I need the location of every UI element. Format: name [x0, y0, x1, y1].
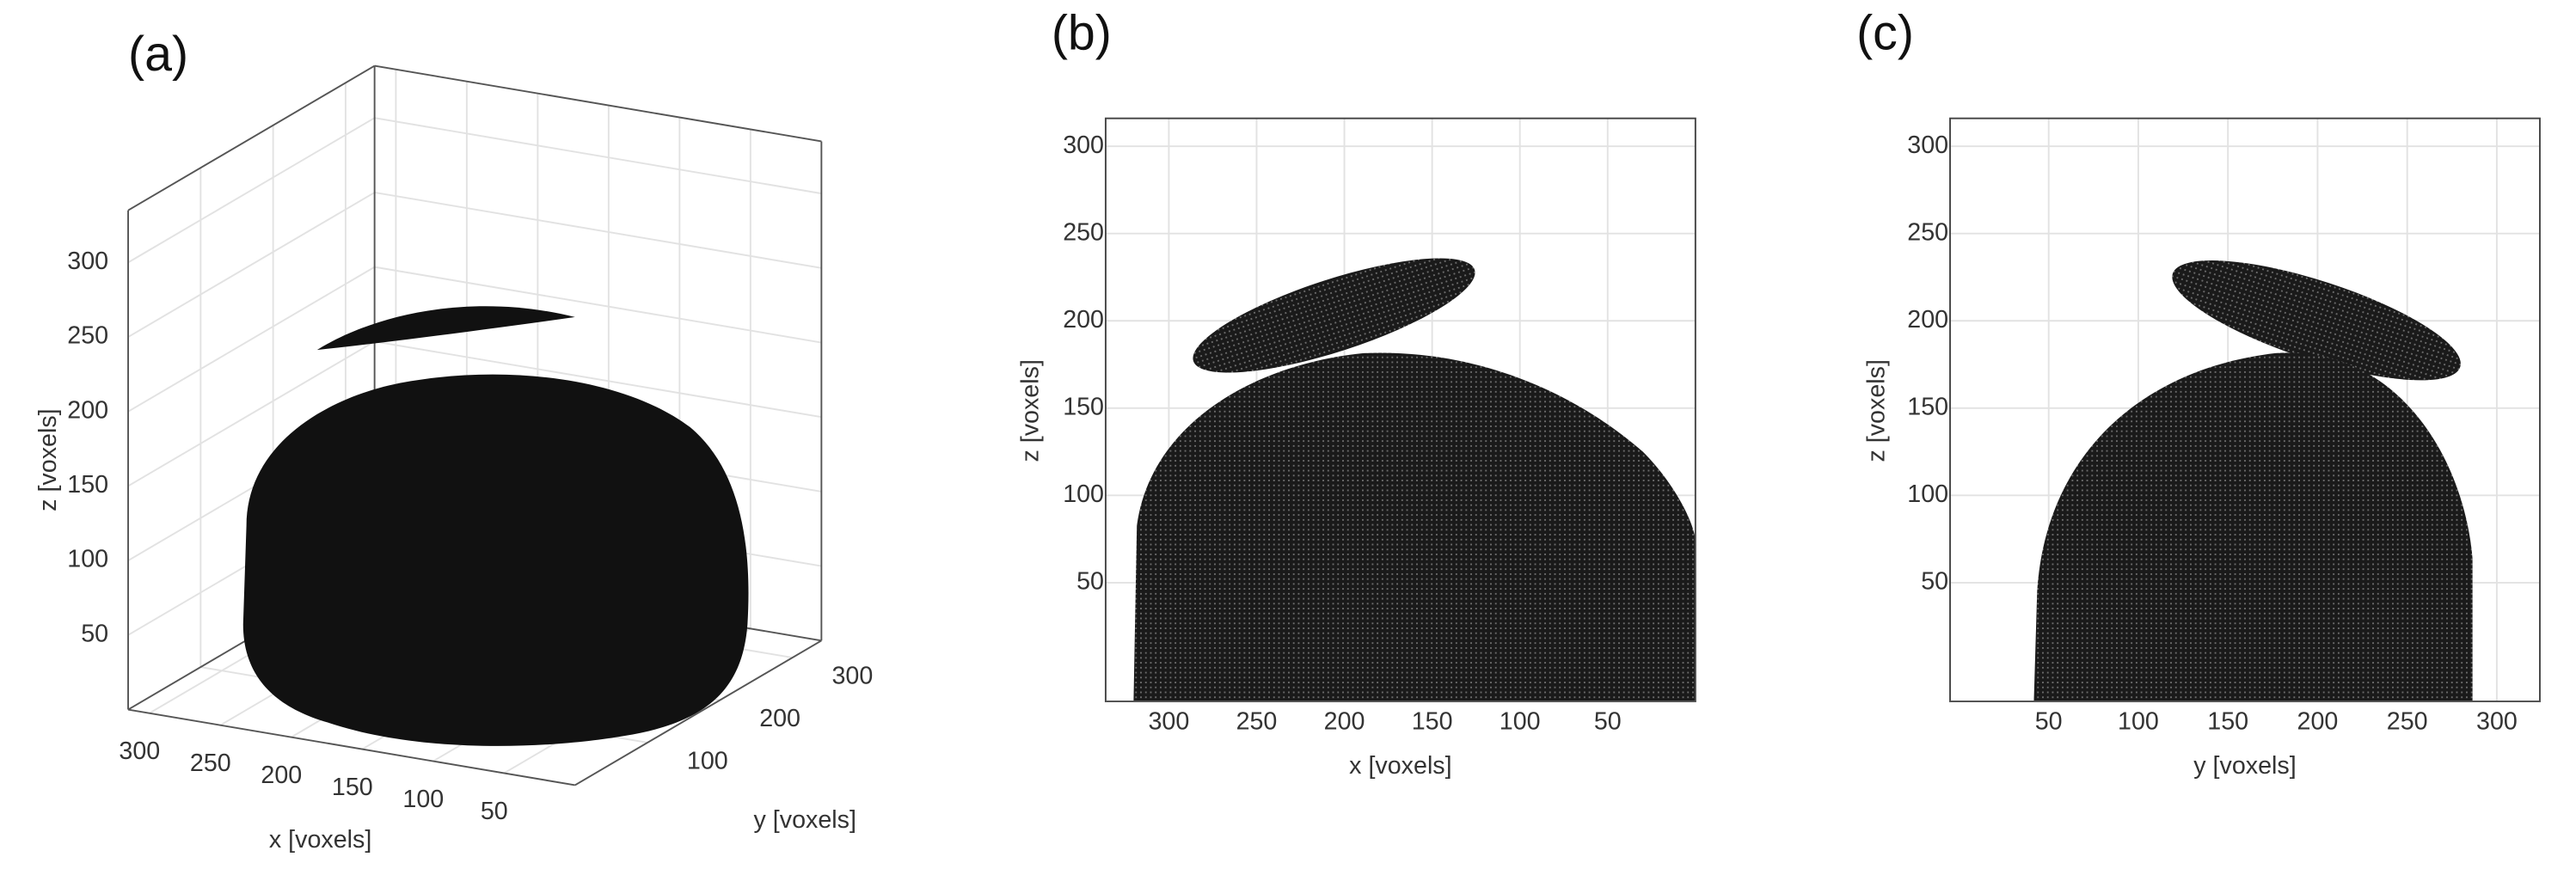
- z-tick-label: 300: [67, 248, 108, 275]
- grid-line: [127, 266, 376, 413]
- x-tick-label: 50: [1594, 707, 1622, 735]
- y-tick-label: 300: [1907, 132, 1948, 159]
- grid-line: [127, 192, 376, 338]
- x-tick-label: 50: [2035, 707, 2063, 735]
- z-tick-label: 250: [67, 322, 108, 350]
- y-tick-label: 50: [1076, 567, 1104, 595]
- x-axis-label: x [voxels]: [269, 826, 371, 854]
- box-edge: [127, 708, 575, 786]
- voxel-lid: [316, 306, 575, 351]
- x-tick-label: 100: [1500, 707, 1541, 735]
- x-tick-label: 100: [2118, 707, 2159, 735]
- z-tick-label: 50: [81, 620, 108, 647]
- y-axis-label: z [voxels]: [1017, 359, 1045, 462]
- y-axis-label: y [voxels]: [754, 806, 856, 834]
- panel-label: (b): [1052, 5, 1112, 60]
- axes-layer: (a) 50 100 150 200 250 300 300 250 200 150 100 50 100…: [34, 5, 2541, 854]
- grid-line: [374, 340, 822, 419]
- voxel-lid: [1193, 258, 1475, 373]
- box-edge: [574, 640, 822, 786]
- y-tick-label: 200: [1907, 306, 1948, 334]
- voxel-body: [1133, 352, 1696, 701]
- x-tick-label: 250: [190, 750, 231, 777]
- x-tick-label: 50: [481, 798, 508, 825]
- x-tick-label: 150: [332, 774, 373, 801]
- y-axis-label: z [voxels]: [1863, 359, 1891, 462]
- x-tick-label: 250: [1236, 707, 1278, 735]
- y-tick-label: 300: [1063, 132, 1104, 159]
- y-tick-label: 100: [1907, 480, 1948, 508]
- y-tick-label: 200: [1063, 306, 1104, 334]
- panel-label: (c): [1856, 5, 1914, 60]
- voxel-lid: [2172, 260, 2461, 381]
- y-tick-label: 250: [1907, 218, 1948, 246]
- x-axis-label: x [voxels]: [1349, 752, 1451, 780]
- voxel-body: [2033, 352, 2473, 701]
- grid-line: [374, 117, 822, 195]
- y-tick-label: 100: [1063, 480, 1104, 508]
- x-tick-label: 300: [1148, 707, 1189, 735]
- z-axis-label: z [voxels]: [34, 408, 62, 511]
- x-tick-label: 150: [1412, 707, 1453, 735]
- y-tick-label: 200: [759, 705, 800, 732]
- grid-line: [374, 266, 822, 344]
- voxel-body: [242, 374, 749, 746]
- grid-line: [127, 340, 376, 487]
- z-tick-label: 150: [67, 471, 108, 499]
- y-tick-label: 50: [1921, 567, 1948, 595]
- y-tick-label: 250: [1063, 218, 1104, 246]
- x-tick-label: 100: [402, 786, 444, 813]
- box-edge: [374, 64, 822, 143]
- x-tick-label: 300: [2476, 707, 2518, 735]
- z-tick-label: 100: [67, 546, 108, 573]
- x-tick-label: 200: [1324, 707, 1365, 735]
- y-tick-label: 150: [1063, 393, 1104, 420]
- x-tick-label: 250: [2387, 707, 2428, 735]
- x-tick-label: 300: [119, 737, 160, 765]
- grid-line: [374, 191, 822, 269]
- grid-line: [127, 117, 376, 264]
- x-tick-label: 200: [2297, 707, 2339, 735]
- x-tick-label: 150: [2207, 707, 2248, 735]
- z-tick-label: 200: [67, 396, 108, 424]
- y-tick-label: 100: [687, 747, 728, 774]
- y-tick-label: 150: [1907, 393, 1948, 420]
- voxel-shapes: [242, 258, 2473, 746]
- x-axis-label: y [voxels]: [2193, 752, 2296, 780]
- box-edge: [127, 64, 376, 211]
- x-tick-label: 200: [261, 762, 302, 789]
- y-tick-label: 300: [831, 663, 873, 690]
- panel-label: (a): [128, 27, 188, 82]
